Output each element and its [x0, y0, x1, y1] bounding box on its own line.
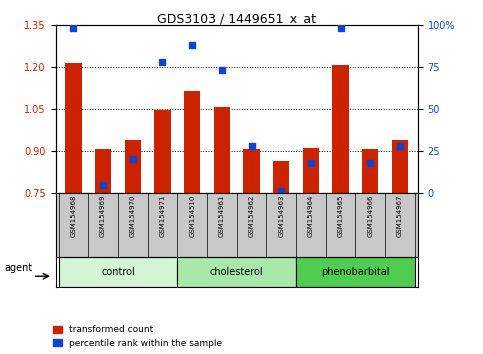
Bar	[362, 149, 379, 193]
Bar	[65, 63, 82, 193]
Bar	[95, 149, 111, 193]
Bar	[332, 65, 349, 193]
Title: GDS3103 / 1449651_x_at: GDS3103 / 1449651_x_at	[157, 12, 316, 25]
Text: GSM154963: GSM154963	[278, 195, 284, 237]
Text: GSM154971: GSM154971	[159, 195, 166, 237]
Text: cholesterol: cholesterol	[210, 267, 264, 277]
Text: GSM154962: GSM154962	[249, 195, 255, 237]
Bar	[58, 257, 177, 287]
Bar	[213, 108, 230, 193]
Text: GSM154964: GSM154964	[308, 195, 314, 237]
Legend: transformed count, percentile rank within the sample: transformed count, percentile rank withi…	[53, 325, 222, 348]
Text: agent: agent	[5, 263, 33, 273]
Bar	[125, 140, 141, 193]
Text: GSM154965: GSM154965	[338, 195, 343, 237]
Text: control: control	[101, 267, 135, 277]
Text: GSM154968: GSM154968	[71, 195, 76, 237]
Text: GSM154966: GSM154966	[367, 195, 373, 237]
Bar	[243, 149, 260, 193]
Bar	[273, 161, 289, 193]
Bar	[184, 91, 200, 193]
Bar	[177, 257, 296, 287]
Text: GSM154961: GSM154961	[219, 195, 225, 237]
Text: GSM154510: GSM154510	[189, 195, 195, 237]
Text: GSM154969: GSM154969	[100, 195, 106, 237]
Bar	[296, 257, 415, 287]
Text: GSM154967: GSM154967	[397, 195, 403, 237]
Text: phenobarbital: phenobarbital	[321, 267, 390, 277]
Bar	[303, 148, 319, 193]
Bar	[392, 140, 408, 193]
Text: GSM154970: GSM154970	[130, 195, 136, 237]
Bar	[154, 110, 170, 193]
